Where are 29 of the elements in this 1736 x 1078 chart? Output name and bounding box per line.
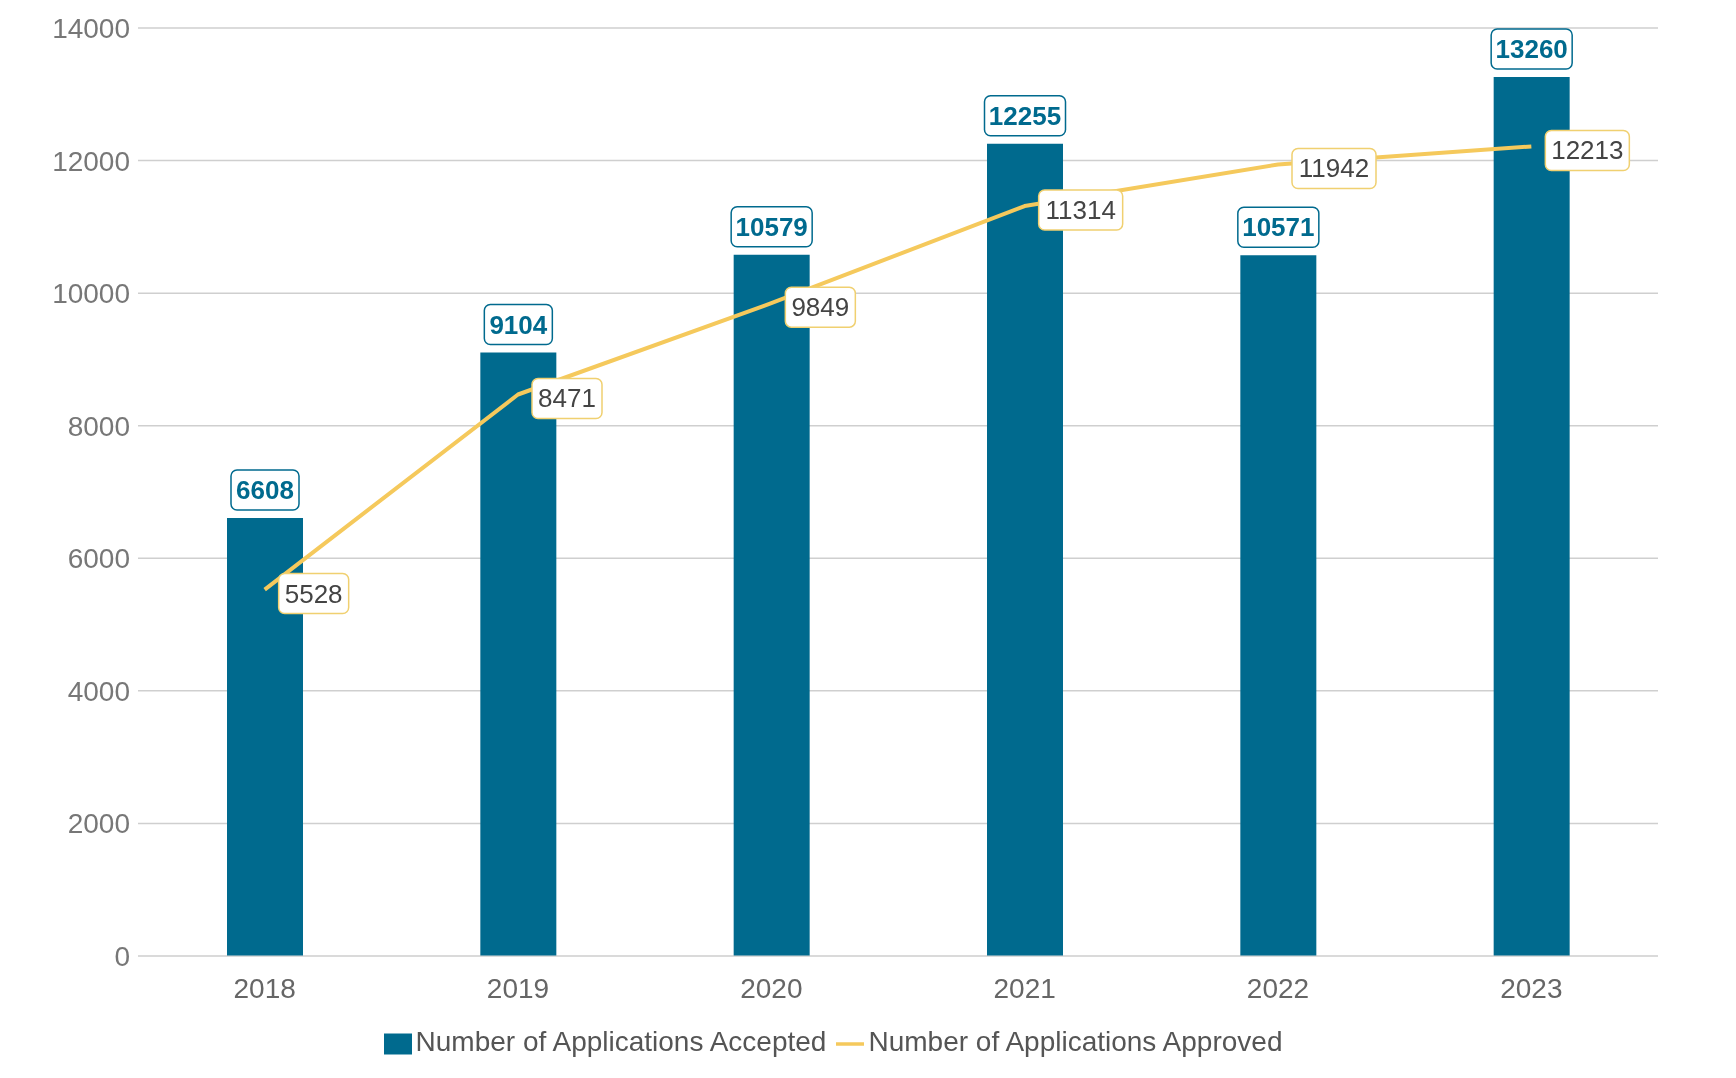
x-tick-label: 2019	[486, 972, 550, 1004]
data-label: 9104	[489, 309, 548, 340]
y-tick-label: 10000	[52, 278, 130, 310]
data-label: 13260	[1495, 34, 1568, 65]
x-tick-label: 2018	[233, 972, 296, 1004]
legend-label: Number of Applications Approved	[868, 1026, 1283, 1057]
data-label: 8471	[538, 383, 596, 414]
y-tick-label: 8000	[67, 410, 130, 442]
data-label: 9849	[791, 292, 850, 323]
y-tick-label: 14000	[52, 12, 130, 44]
x-tick-label: 2020	[740, 972, 803, 1004]
data-label: 10579	[735, 211, 808, 242]
x-tick-label: 2022	[1246, 972, 1310, 1004]
x-tick-label: 2021	[993, 972, 1056, 1004]
data-label: 11942	[1298, 153, 1370, 184]
y-tick-label: 0	[114, 940, 130, 972]
data-label: 12255	[988, 100, 1062, 131]
y-tick-label: 4000	[67, 675, 130, 707]
bar	[1240, 255, 1317, 956]
data-label: 12213	[1551, 135, 1624, 166]
data-label: 6608	[236, 474, 294, 505]
data-label: 5528	[284, 578, 343, 609]
y-tick-label: 12000	[52, 145, 130, 177]
y-tick-label: 6000	[67, 543, 130, 575]
data-label: 10571	[1242, 212, 1315, 243]
data-label: 11314	[1045, 195, 1116, 226]
x-tick-label: 2023	[1500, 972, 1563, 1004]
legend-label: Number of Applications Accepted	[415, 1026, 827, 1057]
y-tick-label: 2000	[67, 808, 130, 840]
